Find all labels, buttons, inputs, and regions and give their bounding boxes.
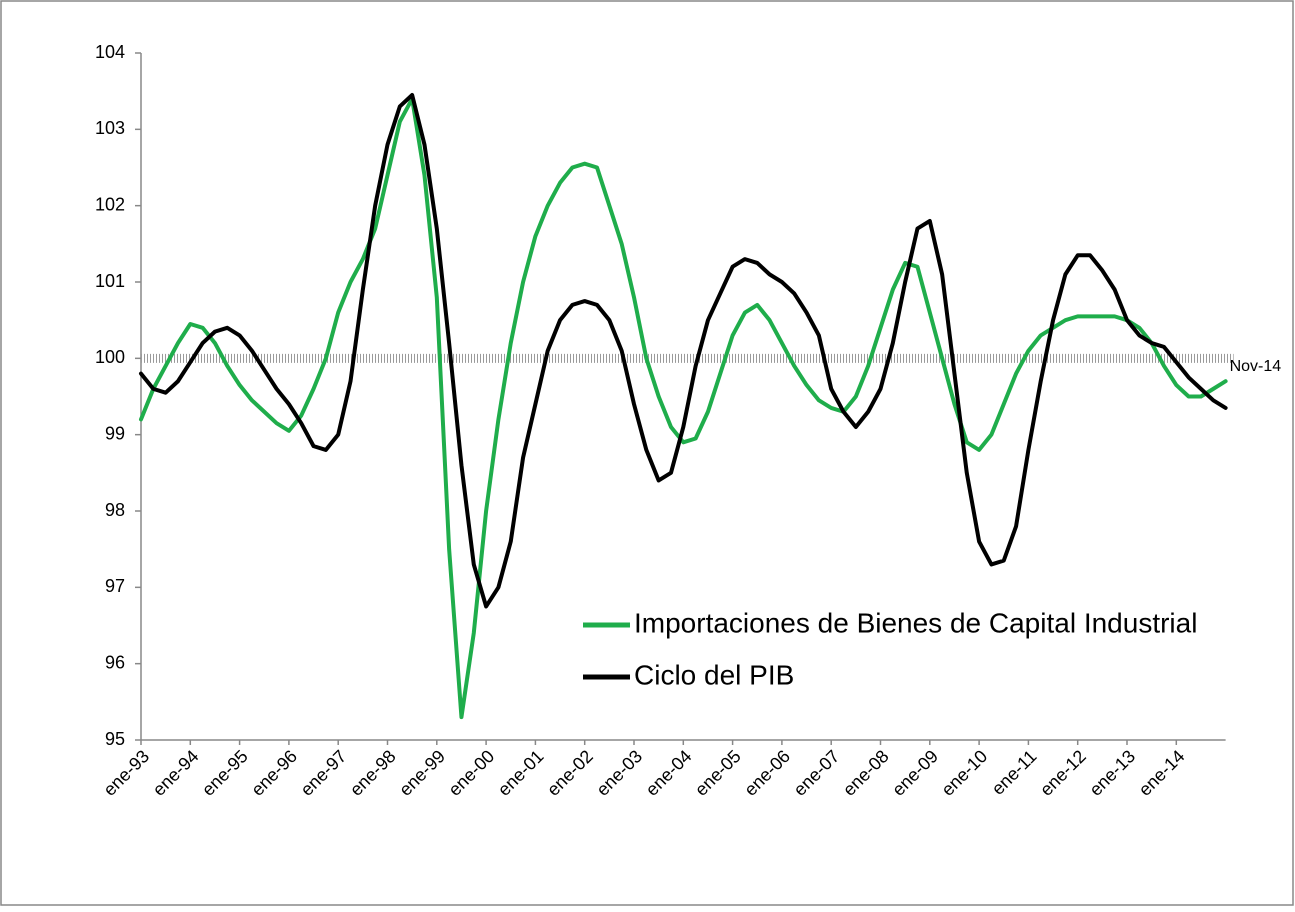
annotation: Nov-14 [1230,358,1282,375]
y-tick-label: 97 [105,576,125,596]
legend-label: Importaciones de Bienes de Capital Indus… [634,607,1197,638]
y-tick-label: 100 [95,347,125,367]
series-line [139,96,1228,720]
y-tick-label: 98 [105,500,125,520]
y-tick-label: 96 [105,652,125,672]
y-tick-label: 103 [95,118,125,138]
legend-label: Ciclo del PIB [634,659,794,690]
y-tick-label: 99 [105,423,125,443]
series-line [139,92,1228,609]
y-tick-label: 102 [95,194,125,214]
y-tick-label: 101 [95,271,125,291]
y-tick-label: 95 [105,729,125,749]
y-tick-label: 104 [95,42,125,62]
